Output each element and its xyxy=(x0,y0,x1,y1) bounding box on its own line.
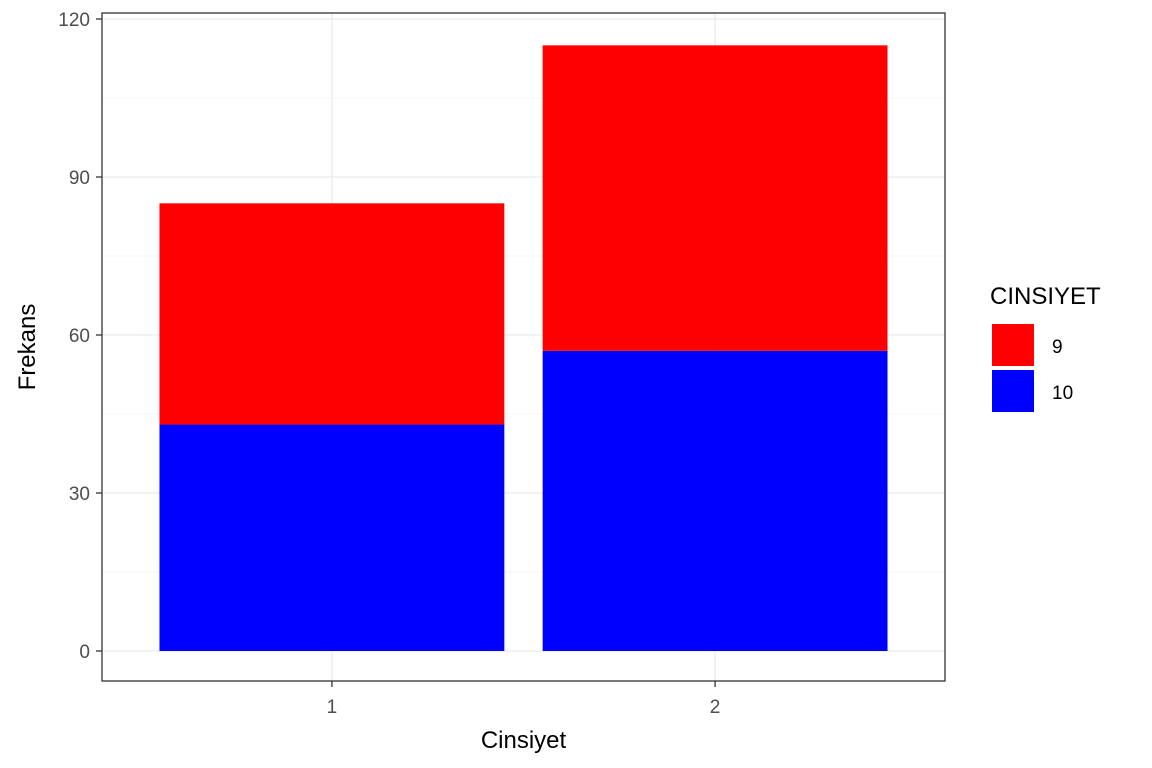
legend-title: CINSIYET xyxy=(990,283,1101,310)
y-tick-label: 0 xyxy=(79,642,90,663)
y-tick-label: 90 xyxy=(69,168,90,189)
bar-segment-series-9-category-1 xyxy=(159,203,505,425)
legend-key-10 xyxy=(992,370,1034,412)
y-axis: 0 30 60 90 120 xyxy=(58,10,102,663)
x-tick-label: 2 xyxy=(710,697,721,718)
x-tick-label: 1 xyxy=(327,697,338,718)
bars xyxy=(159,45,888,651)
y-tick-label: 120 xyxy=(58,10,90,31)
legend-label-10: 10 xyxy=(1052,383,1073,404)
y-axis-title: Frekans xyxy=(14,304,41,391)
legend-key-9 xyxy=(992,324,1034,366)
legend: CINSIYET 9 10 xyxy=(990,283,1101,412)
bar-segment-series-9-category-2 xyxy=(542,45,888,351)
legend-label-9: 9 xyxy=(1052,337,1063,358)
y-tick-label: 30 xyxy=(69,484,90,505)
y-tick-label: 60 xyxy=(69,326,90,347)
bar-segment-series-10-category-1 xyxy=(159,424,505,651)
bar-segment-series-10-category-2 xyxy=(542,350,888,651)
x-axis-title: Cinsiyet xyxy=(481,727,567,754)
panel-border xyxy=(101,12,946,682)
